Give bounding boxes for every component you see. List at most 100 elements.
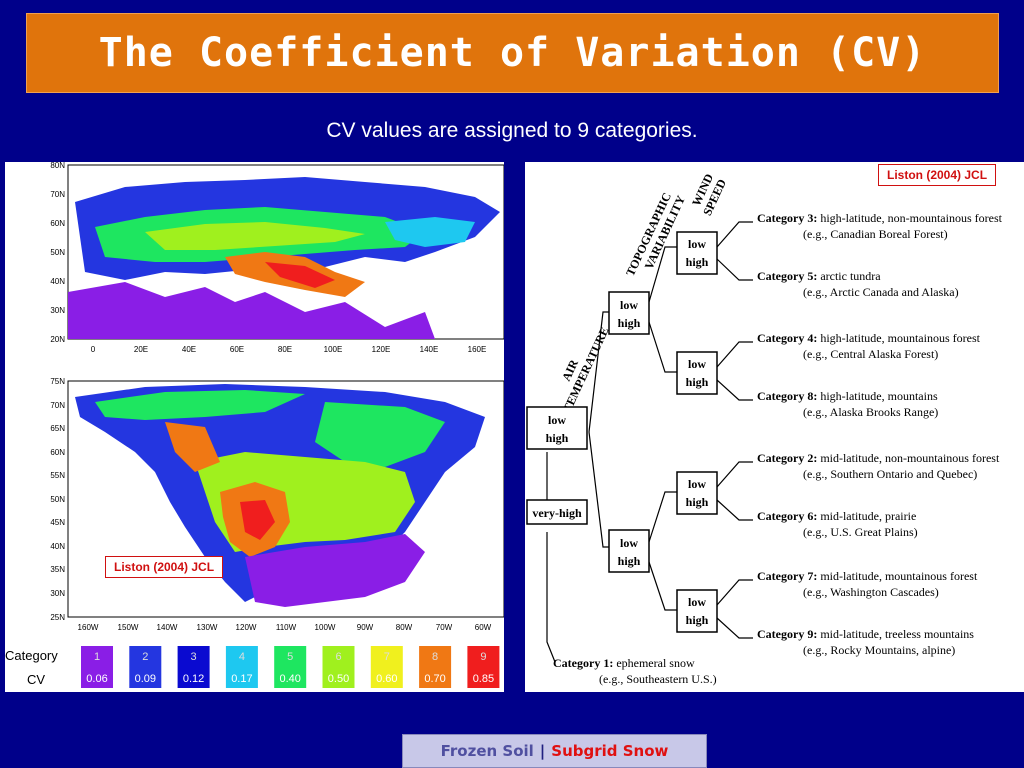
legend-swatch — [370, 646, 403, 688]
svg-text:high: high — [686, 255, 709, 269]
na-lat-label: 65N — [50, 424, 65, 433]
na-lat-label: 70N — [50, 401, 65, 410]
legend-category-number: 1 — [94, 651, 100, 663]
eurasia-lon-label: 20E — [134, 345, 148, 354]
category-example: (e.g., Washington Cascades) — [803, 585, 939, 599]
wind-node-1: low high — [676, 231, 718, 275]
legend-cv-label: CV — [27, 672, 45, 687]
na-lon-label: 160W — [78, 623, 99, 632]
na-lon-label: 140W — [157, 623, 178, 632]
eurasia-lon-label: 40E — [182, 345, 196, 354]
legend-category-number: 6 — [335, 651, 341, 663]
eurasia-lon-label: 60E — [230, 345, 244, 354]
wind-node-3: low high — [676, 471, 718, 515]
na-lat-label: 35N — [50, 565, 65, 574]
legend-swatch — [81, 646, 113, 688]
legend-swatch — [225, 646, 258, 688]
category-example: (e.g., Alaska Brooks Range) — [803, 405, 938, 419]
na-lat-label: 40N — [50, 542, 65, 551]
category-legend: Category CV 1 0.06 2 0.09 3 0.12 4 0.17 5 0.40 6 0.… — [5, 646, 500, 688]
eurasia-lon-label: 160E — [468, 345, 487, 354]
svg-text:high: high — [686, 495, 709, 509]
svg-text:very-high: very-high — [532, 506, 582, 520]
category-entry: Category 4: high-latitude, mountainous f… — [757, 331, 981, 345]
category-list: Category 3: high-latitude, non-mountaino… — [553, 211, 1003, 686]
na-lon-label: 80W — [396, 623, 413, 632]
wind-node-4: low high — [676, 589, 718, 633]
category-entry: Category 7: mid-latitude, mountainous fo… — [757, 569, 978, 583]
svg-text:high: high — [686, 613, 709, 627]
na-lat-label: 60N — [50, 448, 65, 457]
eurasia-lat-label: 50N — [50, 248, 65, 257]
citation-badge-right: Liston (2004) JCL — [878, 164, 997, 186]
category-example: (e.g., Central Alaska Forest) — [803, 347, 938, 361]
footer-nav[interactable]: Frozen Soil | Subgrid Snow — [402, 734, 707, 768]
category-example: (e.g., U.S. Great Plains) — [803, 525, 918, 539]
na-lat-label: 55N — [50, 471, 65, 480]
svg-text:low: low — [688, 237, 706, 251]
svg-text:low: low — [548, 413, 566, 427]
subtitle: CV values are assigned to 9 categories. — [326, 119, 698, 142]
category-example: (e.g., Canadian Boreal Forest) — [803, 227, 948, 241]
na-lat-label: 30N — [50, 589, 65, 598]
eurasia-lon-label: 0 — [91, 345, 96, 354]
svg-text:high: high — [686, 375, 709, 389]
category-entry: Category 2: mid-latitude, non-mountainou… — [757, 451, 1000, 465]
legend-category-number: 5 — [287, 651, 293, 663]
eurasia-lat-label: 40N — [50, 277, 65, 286]
maps-panel: 80N 70N 60N 50N 40N 30N 20N 0 20E 40E 60… — [5, 161, 505, 692]
axis-air-temperature: AIRTEMPERATURE — [547, 319, 611, 415]
eurasia-lat-label: 80N — [50, 162, 65, 170]
legend-swatch — [177, 646, 210, 688]
na-lat-label: 50N — [50, 495, 65, 504]
category-entry: Category 1: ephemeral snow — [553, 656, 695, 670]
na-lon-label: 70W — [436, 623, 453, 632]
citation-badge-left: Liston (2004) JCL — [105, 556, 224, 578]
eurasia-lat-label: 70N — [50, 190, 65, 199]
title-bar: The Coefficient of Variation (CV) — [26, 13, 999, 93]
eurasia-lat-label: 20N — [50, 335, 65, 344]
na-lat-label: 75N — [50, 377, 65, 386]
eurasia-lon-label: 80E — [278, 345, 292, 354]
na-lon-label: 110W — [276, 623, 297, 632]
category-example: (e.g., Arctic Canada and Alaska) — [803, 285, 959, 299]
svg-text:high: high — [618, 316, 641, 330]
axis-wind-speed: WINDSPEED — [687, 171, 729, 218]
footer-frozen-soil[interactable]: Frozen Soil — [440, 742, 534, 760]
na-lon-label: 60W — [475, 623, 492, 632]
category-entry: Category 6: mid-latitude, prairie — [757, 509, 916, 523]
legend-cv-value: 0.60 — [376, 673, 397, 685]
svg-text:high: high — [546, 431, 569, 445]
legend-cv-value: 0.09 — [135, 673, 156, 685]
legend-swatch — [274, 646, 307, 688]
legend-swatch — [322, 646, 355, 688]
na-lon-label: 90W — [357, 623, 374, 632]
legend-category-number: 2 — [142, 651, 148, 663]
legend-category-number: 9 — [480, 651, 486, 663]
legend-cv-value: 0.12 — [183, 673, 204, 685]
air-temp-node: low high — [526, 406, 588, 450]
na-lat-label: 45N — [50, 518, 65, 527]
footer-separator: | — [539, 742, 546, 760]
legend-swatch — [129, 646, 162, 688]
category-entry: Category 9: mid-latitude, treeless mount… — [757, 627, 974, 641]
legend-cv-value: 0.85 — [473, 673, 494, 685]
svg-text:high: high — [618, 554, 641, 568]
legend-category-number: 8 — [432, 651, 438, 663]
svg-text:low: low — [620, 298, 638, 312]
na-lon-label: 150W — [118, 623, 139, 632]
na-lon-label: 120W — [236, 623, 257, 632]
svg-text:low: low — [688, 477, 706, 491]
legend-cv-value: 0.40 — [279, 673, 300, 685]
footer-subgrid-snow[interactable]: Subgrid Snow — [551, 742, 669, 760]
legend-category-label: Category — [5, 648, 58, 663]
eurasia-lon-label: 100E — [324, 345, 343, 354]
legend-category-number: 4 — [239, 651, 245, 663]
wind-node-2: low high — [676, 351, 718, 395]
na-lon-label: 130W — [197, 623, 218, 632]
svg-text:low: low — [620, 536, 638, 550]
topo-node-lower: low high — [608, 529, 650, 573]
legend-cv-value: 0.70 — [424, 673, 445, 685]
na-lon-label: 100W — [315, 623, 336, 632]
category-entry: Category 8: high-latitude, mountains — [757, 389, 938, 403]
